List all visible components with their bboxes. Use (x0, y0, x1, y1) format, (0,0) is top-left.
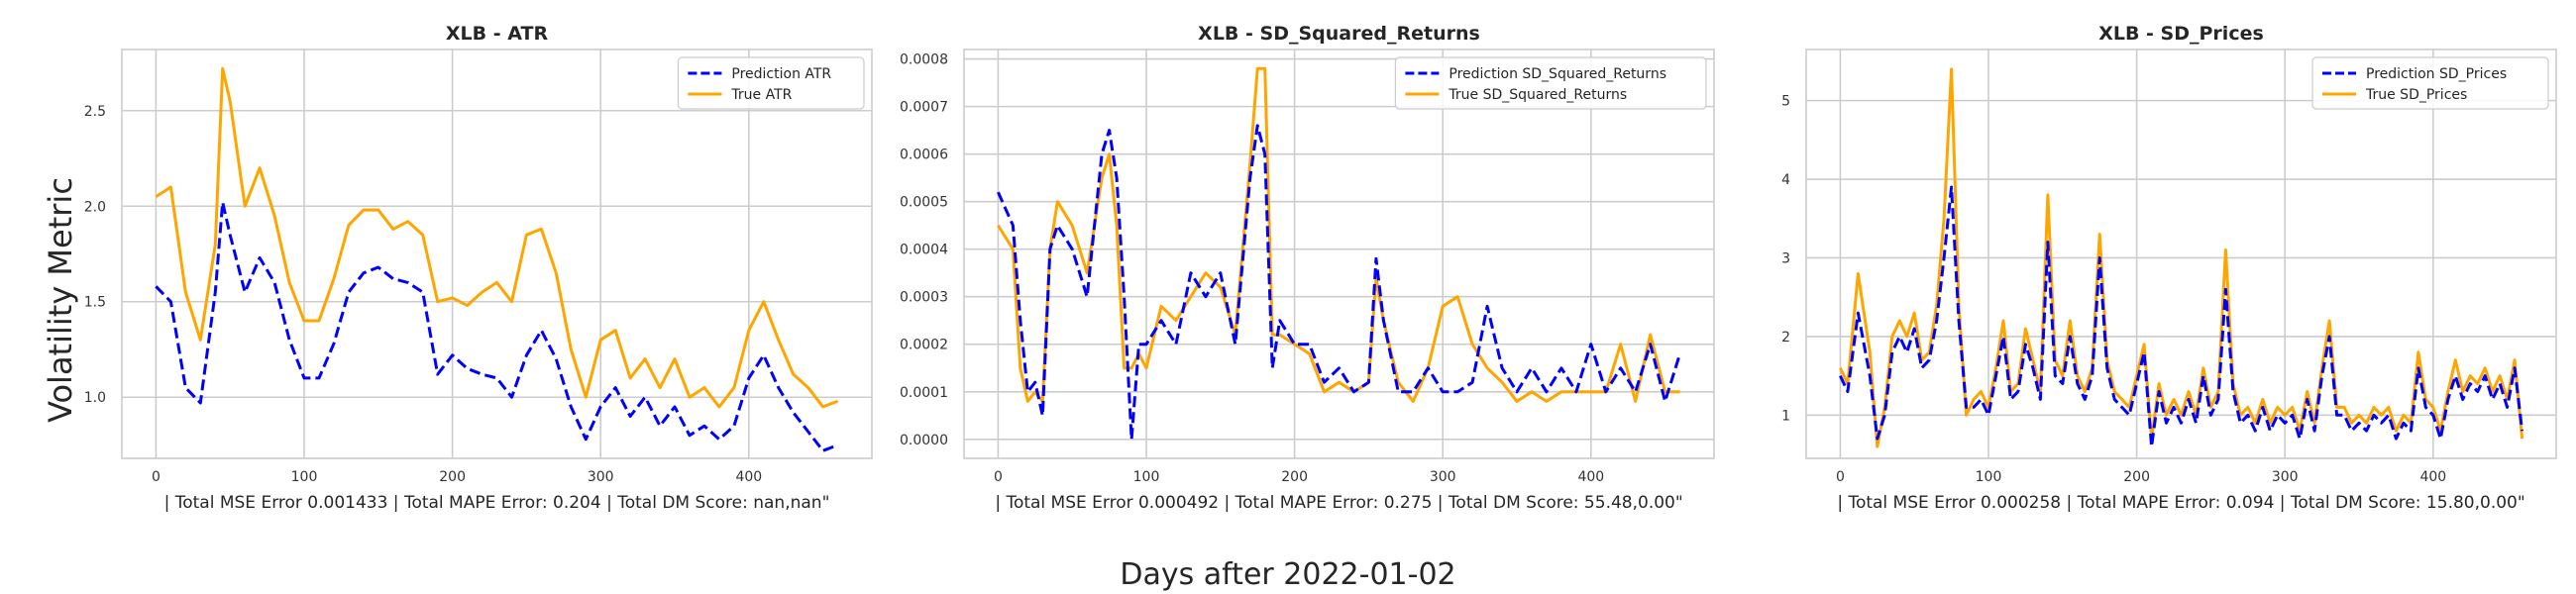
c1-series-true-line (997, 66, 1680, 403)
c0-y-tick-label: 2.5 (84, 104, 106, 120)
c0-y-tick-label: 1.0 (84, 390, 106, 406)
c0-x-tick-label: 0 (152, 469, 161, 485)
c2-y-tick-label: 5 (1781, 94, 1790, 110)
c2-x-tick-label: 300 (2272, 469, 2299, 485)
c1-x-axis-label: | Total MSE Error 0.000492 | Total MAPE … (995, 493, 1682, 513)
c2-x-tick-label: 0 (1836, 469, 1845, 485)
c1-x-tick-label: 100 (1133, 469, 1160, 485)
c1-series-prediction-line (997, 124, 1682, 442)
c2-y-tick-label: 4 (1781, 172, 1790, 188)
c0-y-tick-label: 2.0 (84, 199, 106, 215)
c2-y-tick-label: 1 (1781, 408, 1790, 424)
c2-y-tick-label: 2 (1781, 330, 1790, 346)
c0-x-tick-label: 400 (735, 469, 762, 485)
c2-x-axis-label: | Total MSE Error 0.000258 | Total MAPE … (1837, 493, 2524, 513)
c0-legend-label: Prediction ATR (731, 66, 831, 82)
c1-x-tick-label: 300 (1430, 469, 1456, 485)
c1-y-tick-label: 0.0000 (900, 433, 948, 448)
c2-y-tick-label: 3 (1781, 250, 1790, 266)
c2-series-prediction-line (1839, 185, 2524, 448)
c0-y-tick-label: 1.5 (84, 295, 106, 311)
c1-chart-title: XLB - SD_Squared_Returns (1198, 23, 1480, 45)
c1-legend-label: True SD_Squared_Returns (1448, 87, 1627, 103)
c1-x-tick-label: 200 (1281, 469, 1308, 485)
c0-legend-label: True ATR (730, 87, 792, 103)
c1-x-tick-label: 0 (994, 469, 1003, 485)
c2-legend-label: True SD_Prices (2365, 87, 2467, 103)
figure-xlabel: Days after 2022-01-02 (1120, 557, 1455, 592)
panel-sd-prices: 0 100 200 300 400 1 2 3 4 5 XLB - SD_Prices | Total… (1781, 23, 2557, 513)
c1-y-tick-label: 0.0006 (900, 148, 948, 163)
c1-y-tick-label: 0.0004 (900, 243, 948, 258)
c2-chart-title: XLB - SD_Prices (2098, 23, 2264, 45)
c0-x-tick-label: 200 (439, 469, 466, 485)
c0-x-tick-label: 100 (291, 469, 318, 485)
c2-legend (2311, 56, 2549, 110)
c1-y-tick-label: 0.0002 (900, 338, 948, 353)
c2-x-tick-label: 200 (2123, 469, 2150, 485)
c2-legend-label: Prediction SD_Prices (2366, 66, 2507, 82)
c1-y-tick-label: 0.0007 (900, 100, 948, 116)
c0-legend (677, 56, 865, 110)
c0-chart-title: XLB - ATR (446, 23, 549, 45)
c1-y-tick-label: 0.0003 (900, 290, 948, 306)
c0-series-true-line (155, 66, 839, 409)
c2-x-tick-label: 400 (2419, 469, 2446, 485)
c1-legend (1394, 56, 1707, 110)
c0-series-prediction-line (155, 200, 839, 452)
c1-y-tick-label: 0.0001 (900, 385, 948, 401)
c0-x-axis-label: | Total MSE Error 0.001433 | Total MAPE … (164, 493, 830, 513)
c1-plot-frame (963, 49, 1715, 459)
c1-legend-label: Prediction SD_Squared_Returns (1449, 66, 1666, 82)
c0-x-tick-label: 300 (588, 469, 614, 485)
figure-ylabel: Volatility Metric (42, 177, 79, 423)
panel-sd-squared-returns: 0 100 200 300 400 0.0000 0.0001 0.0002 0.0003 0.0… (900, 23, 1715, 513)
c2-plot-frame (1805, 49, 2557, 459)
c2-x-tick-label: 100 (1976, 469, 2002, 485)
c1-y-tick-label: 0.0008 (900, 52, 948, 68)
c0-plot-frame (121, 49, 873, 459)
c1-y-tick-label: 0.0005 (900, 195, 948, 211)
c1-x-tick-label: 400 (1577, 469, 1604, 485)
panel-atr: 0 100 200 300 400 1.0 1.5 2.0 2.5 XLB - ATR | Tota… (84, 23, 873, 513)
